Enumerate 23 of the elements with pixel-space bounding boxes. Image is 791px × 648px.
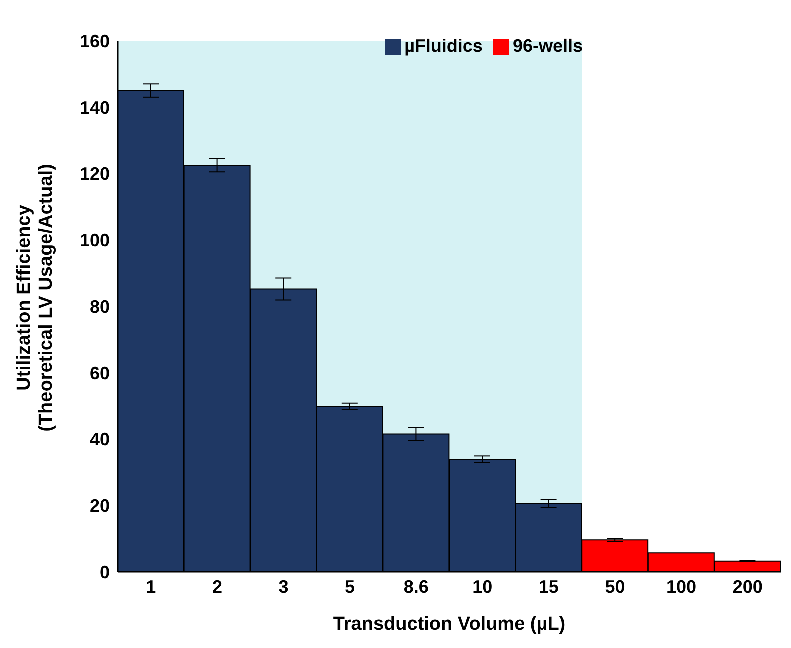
x-tick-label: 100 bbox=[666, 576, 697, 597]
x-tick-label: 2 bbox=[212, 576, 222, 597]
y-tick-label: 20 bbox=[90, 496, 110, 516]
x-tick-label: 1 bbox=[146, 576, 156, 597]
y-tick-label: 40 bbox=[90, 430, 110, 450]
x-tick-label: 8.6 bbox=[404, 576, 429, 597]
x-tick-label: 15 bbox=[538, 576, 559, 597]
x-tick-label: 3 bbox=[278, 576, 289, 597]
y-axis-title: Utilization Efficiency (Theoretical LV Usage/Actual) bbox=[14, 164, 57, 432]
y-tick-label: 120 bbox=[80, 164, 110, 184]
y-tick-label: 0 bbox=[100, 562, 110, 582]
y-tick-label: 100 bbox=[80, 230, 110, 251]
x-tick-label: 5 bbox=[345, 576, 356, 597]
x-tick-label: 10 bbox=[472, 576, 493, 597]
x-tick-label: 50 bbox=[605, 576, 626, 597]
legend-label: µFluidics bbox=[404, 36, 483, 56]
legend-label: 96-wells bbox=[512, 36, 583, 56]
y-tick-label: 160 bbox=[80, 31, 110, 52]
y-tick-label: 80 bbox=[90, 296, 110, 317]
y-tick-label: 60 bbox=[90, 363, 110, 384]
y-tick-label: 140 bbox=[80, 98, 110, 118]
x-tick-label: 200 bbox=[732, 576, 763, 597]
x-axis-title: Transduction Volume (µL) bbox=[333, 614, 566, 635]
